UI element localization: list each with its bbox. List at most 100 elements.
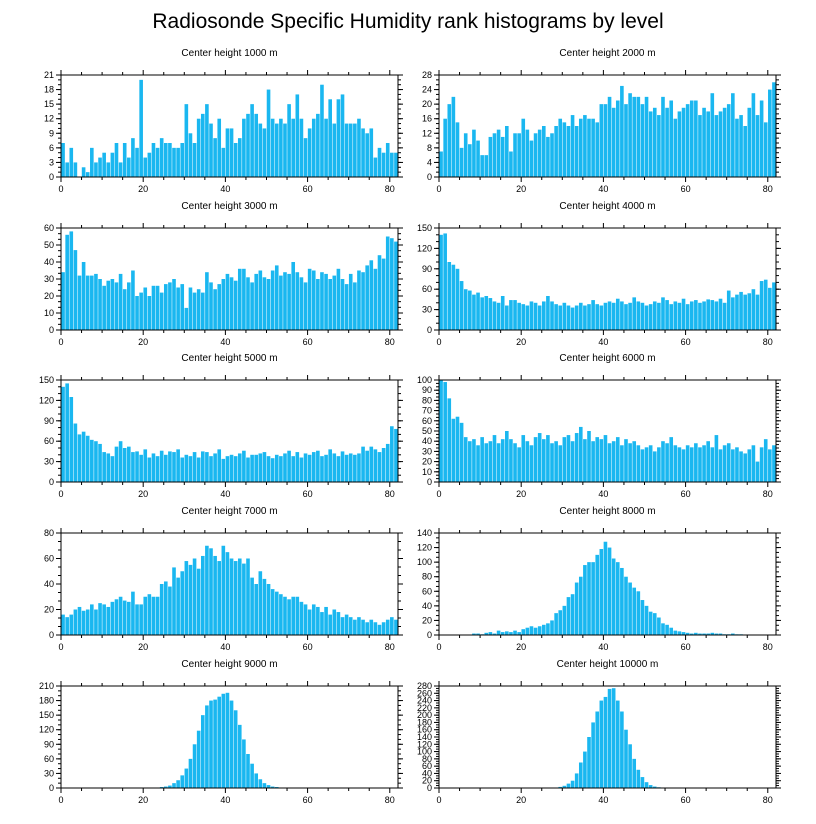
y-tick-label: 160: [417, 725, 432, 735]
histogram-bar: [151, 453, 156, 482]
histogram-bar: [537, 626, 542, 635]
histogram-bar: [673, 630, 678, 635]
figure-title: Radiosonde Specific Humidity rank histog…: [152, 10, 664, 33]
histogram-bar: [661, 441, 665, 482]
histogram-bar: [81, 431, 86, 482]
histogram-bar: [578, 118, 583, 177]
histogram-bar: [229, 454, 234, 482]
y-tick-label: 120: [417, 543, 432, 553]
histogram-bar: [591, 722, 595, 788]
y-tick-label: 16: [422, 114, 432, 124]
histogram-bar: [102, 285, 106, 330]
histogram-bar: [316, 450, 320, 482]
histogram-bar: [525, 305, 530, 330]
histogram-bar: [348, 453, 353, 482]
histogram-bar: [455, 122, 460, 177]
histogram-bar: [628, 744, 632, 788]
histogram-bar: [340, 94, 345, 177]
histogram-bar: [698, 447, 702, 482]
y-tick-label: 80: [422, 572, 432, 582]
y-tick-label: 21: [44, 70, 54, 80]
histogram-bar: [266, 785, 271, 788]
histogram-bar: [65, 383, 69, 482]
histogram-bar: [328, 614, 332, 635]
y-tick-label: 6: [49, 143, 54, 153]
histogram-bar: [513, 630, 517, 635]
histogram-bar: [710, 632, 715, 635]
histogram-bar: [233, 280, 238, 330]
histogram-bar: [463, 437, 468, 482]
histogram-bar: [155, 147, 160, 177]
histogram-bar: [254, 113, 259, 177]
histogram-bar: [217, 118, 222, 177]
histogram-bar: [127, 601, 131, 635]
y-tick-label: 60: [44, 436, 54, 446]
histogram-bar: [258, 571, 263, 635]
x-tick-label: 60: [303, 489, 313, 499]
histogram-bar: [611, 558, 616, 635]
histogram-bar: [143, 287, 148, 330]
histogram-bar: [476, 140, 480, 177]
histogram-bar: [648, 111, 653, 177]
histogram-bar: [90, 439, 94, 482]
histogram-bar: [632, 96, 637, 177]
histogram-bar: [225, 552, 230, 636]
histogram-bar: [587, 562, 591, 635]
histogram-bar: [336, 268, 341, 330]
histogram-bar: [192, 744, 197, 788]
histogram-bar: [270, 786, 275, 788]
histogram-bar: [636, 769, 641, 788]
histogram-bar: [225, 128, 230, 177]
histogram-bar: [98, 603, 102, 636]
histogram-bar: [587, 431, 591, 482]
histogram-bar: [242, 739, 246, 788]
histogram-bar: [332, 453, 337, 482]
histogram-bar: [599, 549, 604, 635]
histogram-bar: [529, 445, 534, 482]
panel-title: Center height 3000 m: [181, 201, 277, 212]
histogram-bar: [94, 162, 98, 177]
histogram-bar: [657, 617, 661, 635]
y-tick-label: 20: [422, 776, 432, 786]
y-tick-label: 90: [422, 264, 432, 274]
y-tick-label: 15: [44, 99, 54, 109]
histogram-bar: [681, 449, 686, 482]
histogram-bar: [484, 632, 489, 635]
histogram-bar: [718, 449, 723, 482]
histogram-bar: [147, 457, 152, 482]
x-tick-label: 20: [516, 184, 526, 194]
histogram-bar: [768, 449, 772, 482]
y-tick-label: 20: [422, 457, 432, 467]
histogram-bar: [73, 250, 78, 330]
histogram-bar: [122, 448, 127, 482]
histogram-bar: [229, 558, 234, 635]
histogram-bar: [217, 284, 222, 330]
histogram-bar: [570, 780, 575, 788]
histogram-bar: [316, 279, 320, 330]
histogram-bar: [348, 273, 353, 330]
histogram-bar: [677, 111, 682, 177]
histogram-bar: [468, 290, 472, 330]
y-tick-label: 80: [422, 395, 432, 405]
histogram-bar: [529, 140, 534, 177]
histogram-bar: [735, 118, 739, 177]
histogram-bar: [652, 301, 657, 330]
histogram-bar: [225, 273, 230, 330]
histogram-bar: [587, 304, 591, 330]
y-tick-label: 200: [417, 710, 432, 720]
histogram-bar: [221, 279, 226, 330]
histogram-bar: [759, 100, 764, 177]
histogram-bar: [739, 291, 743, 330]
y-tick-label: 30: [422, 446, 432, 456]
histogram-bar: [652, 107, 657, 177]
histogram-bar: [283, 123, 287, 177]
histogram-bar: [603, 541, 608, 635]
histogram-bar: [492, 301, 497, 330]
histogram-bar: [303, 604, 308, 635]
histogram-bar: [90, 604, 94, 635]
histogram-bar: [451, 264, 456, 330]
histogram-bar: [262, 578, 267, 635]
histogram-bar: [106, 280, 111, 330]
histogram-bar: [558, 118, 563, 177]
histogram-bar: [517, 302, 521, 330]
